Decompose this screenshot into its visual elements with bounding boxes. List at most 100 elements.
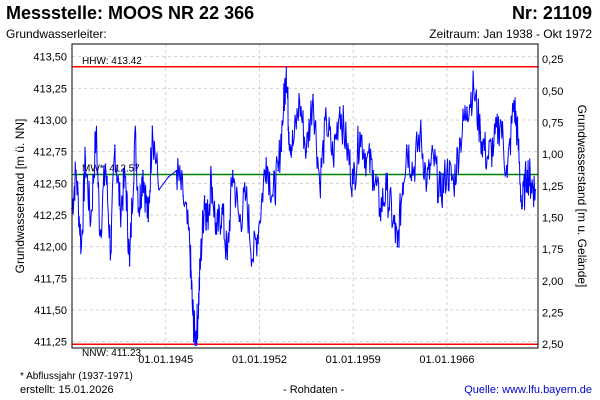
data-point [99,233,101,235]
data-point [517,138,519,140]
data-point [215,233,218,235]
data-point [359,131,361,134]
data-point [221,207,223,210]
data-point [251,258,254,261]
data-point [534,188,537,191]
data-point [119,207,122,210]
left-tick-label: 412,75 [33,147,67,159]
series-layer [71,66,537,346]
data-point [114,144,116,147]
data-point [245,195,247,197]
right-tick-label: 0,75 [542,118,563,130]
data-point [419,131,421,134]
left-tick-label: 412,25 [33,210,67,222]
x-tick-label: 01.01.1959 [326,354,381,366]
data-point [412,169,415,172]
x-tick-label: 01.01.1966 [419,354,474,366]
data-point [426,182,428,185]
data-point [210,176,213,178]
data-point [265,157,267,159]
reference-line-label: MW*: 412.57 [82,163,140,174]
data-point [506,176,509,178]
data-point [432,157,435,159]
data-point [104,163,107,166]
source-link[interactable]: www.lfu.bayern.de [502,384,592,396]
period-label: Zeitraum: Jan 1938 - Okt 1972 [429,27,592,41]
data-point [95,131,97,134]
grid-lines [72,44,538,348]
data-point [392,220,395,223]
data-point [339,106,341,109]
data-point [439,195,442,197]
data-point [124,176,127,178]
data-point [352,182,355,185]
data-point [405,144,408,147]
aquifer-label: Grundwasserleiter: [6,27,107,41]
data-point [84,157,87,159]
data-point [396,245,399,248]
data-point [282,106,285,109]
data-point [493,144,495,147]
data-point [305,150,308,153]
data-point [128,264,131,267]
right-tick-label: 0,50 [542,86,563,98]
raw-data-label: - Rohdaten - [283,384,345,396]
data-point [80,245,83,248]
left-tick-label: 413,00 [33,115,67,127]
data-point [385,188,388,191]
data-point [486,157,488,159]
footnote: * Abflussjahr (1937-1971) [20,371,133,382]
data-point [379,207,381,210]
left-tick-label: 411,25 [34,337,67,349]
right-tick-label: 2,25 [542,308,563,320]
data-point [206,220,209,223]
data-point [134,131,136,134]
left-tick-label: 412,00 [33,242,67,254]
data-point [75,169,77,172]
left-axis-ticks: 411,25 411,50 411,75 412,00 412,25 412,50 412,… [33,52,67,349]
data-point [272,195,274,197]
station-number: Nr: 21109 [511,3,592,23]
data-point [479,131,482,134]
data-point [142,169,144,172]
data-point [401,182,404,185]
data-point [452,182,455,185]
data-point [312,93,314,96]
x-tick-label: 01.01.1952 [232,354,287,366]
data-point [372,169,375,172]
left-tick-label: 412,50 [33,178,67,190]
data-point [332,157,334,159]
data-point [258,220,261,223]
data-point [226,258,229,261]
left-tick-label: 413,50 [33,52,67,64]
reference-lines: HHW: 413.42 MW*: 412.57 NNW: 411.23 [72,56,538,359]
left-tick-label: 411,50 [34,305,67,317]
data-point [199,258,202,261]
data-point [446,169,448,172]
data-point [194,340,196,343]
plot-frame [71,43,539,349]
data-point [197,315,199,318]
data-point [158,188,160,191]
right-tick-label: 1,25 [542,181,563,193]
data-point [292,144,294,147]
data-point [513,100,515,102]
data-point [138,207,140,210]
data-point [110,252,112,254]
data-point [345,144,348,147]
data-point [203,195,206,197]
source-credit: Quelle: www.lfu.bayern.de [464,384,592,396]
data-point [191,309,194,311]
data-point [89,220,92,223]
data-point [189,245,191,248]
created-date: erstellt: 15.01.2026 [20,384,114,396]
data-point [231,169,234,172]
data-point [175,169,178,172]
data-point [472,87,475,90]
x-tick-label: 01.01.1945 [138,354,193,366]
data-point [526,169,529,172]
data-point [499,119,502,121]
left-tick-label: 411,75 [34,273,67,285]
source-prefix: Quelle: [464,384,503,396]
